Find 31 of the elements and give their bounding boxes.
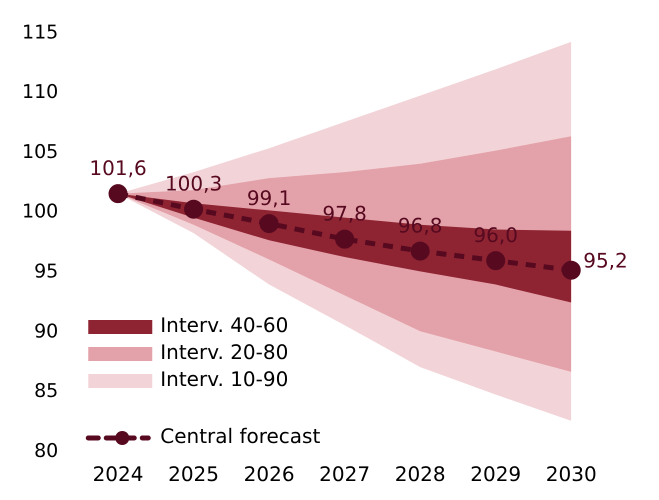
point: [410, 242, 430, 261]
x-tick-label: 2026: [244, 462, 295, 486]
y-tick-label: 105: [22, 140, 58, 163]
y-tick-label: 100: [22, 200, 58, 223]
x-tick-label: 2030: [546, 462, 597, 486]
y-tick-label: 110: [22, 81, 58, 104]
point: [486, 251, 506, 270]
y-tick-label: 85: [34, 380, 58, 402]
x-tick-label: 2028: [394, 462, 446, 486]
legend-label: Interv. 40-60: [160, 313, 288, 338]
point: [335, 230, 354, 249]
legend-label: Interv. 10-90: [160, 367, 288, 392]
data-label: 99,1: [246, 186, 292, 210]
point: [108, 184, 128, 204]
y-tick-label: 115: [22, 21, 58, 44]
x-tick-label: 2024: [92, 462, 144, 486]
point: [562, 260, 581, 280]
y-tick-label: 80: [34, 440, 58, 462]
point: [184, 200, 204, 219]
x-tick-label: 2029: [470, 462, 522, 486]
legend-label: Interv. 20-80: [160, 340, 288, 364]
x-tick-label: 2025: [168, 462, 220, 486]
legend-label: Central forecast: [160, 424, 320, 448]
y-tick-label: 90: [34, 320, 58, 342]
data-label: 95,2: [583, 248, 628, 272]
y-tick-label: 95: [34, 260, 58, 283]
data-label: 101,6: [89, 156, 147, 180]
x-tick-label: 2027: [319, 462, 370, 486]
point: [260, 214, 279, 234]
data-label: 96,0: [473, 222, 518, 247]
data-label: 100,3: [164, 171, 222, 196]
